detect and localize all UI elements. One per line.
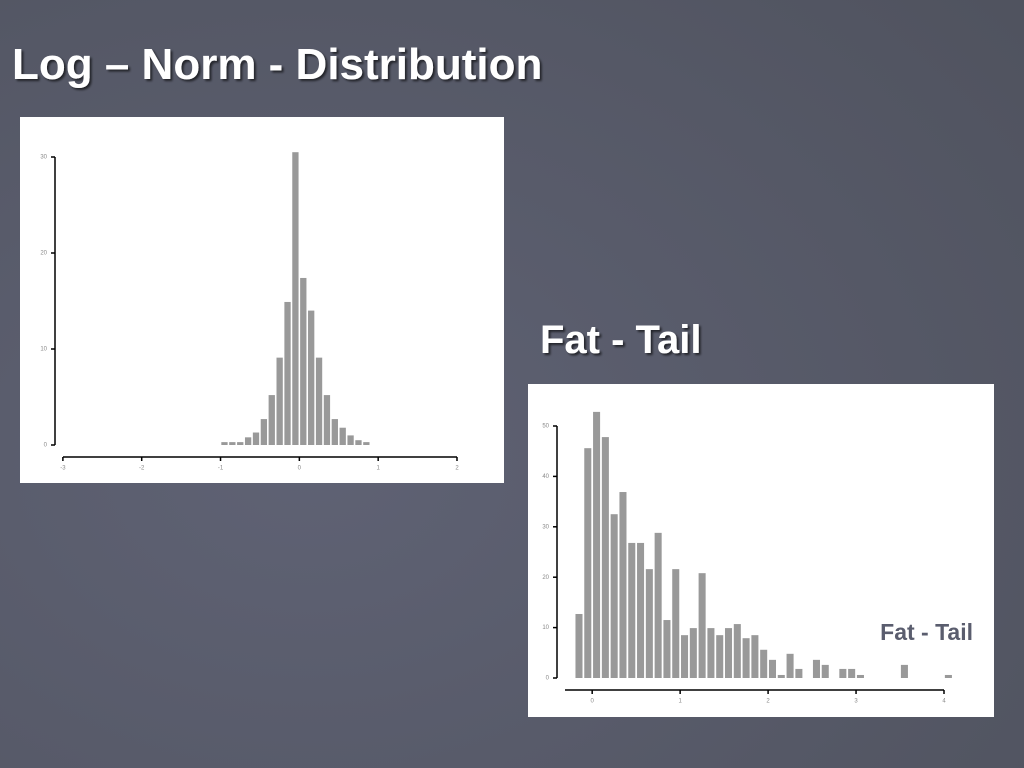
bar [300, 277, 307, 445]
bar [237, 442, 244, 445]
bar [339, 427, 346, 445]
bar [268, 395, 275, 445]
bar [856, 674, 864, 678]
x-tick-label: 0 [298, 466, 302, 472]
x-tick-label: -3 [60, 466, 66, 472]
bar [323, 395, 331, 445]
bar [654, 532, 662, 678]
bar [786, 653, 794, 678]
bar [584, 448, 592, 678]
y-tick-label: 10 [542, 625, 549, 631]
x-tick-label: 1 [678, 699, 682, 705]
y-tick-label: 30 [40, 155, 47, 161]
bar [681, 635, 689, 678]
bar [707, 628, 715, 678]
bar [760, 649, 768, 678]
y-tick-label: 30 [542, 524, 549, 530]
bar [252, 432, 260, 445]
bar [698, 573, 706, 678]
y-tick-label: 50 [542, 424, 549, 430]
bar [944, 674, 952, 678]
bar [672, 569, 680, 678]
x-tick-label: -2 [139, 466, 145, 472]
y-tick-label: 0 [44, 443, 48, 449]
bar [315, 357, 323, 445]
bar [742, 638, 750, 678]
bar [260, 419, 268, 445]
bar [308, 310, 315, 445]
bar [284, 301, 291, 445]
bar [276, 357, 283, 445]
x-tick-label: 3 [854, 699, 858, 705]
x-tick-label: 0 [591, 699, 595, 705]
bar [768, 659, 777, 678]
bar [363, 442, 370, 445]
bar [593, 411, 601, 678]
bar [848, 668, 856, 678]
bar [645, 569, 653, 678]
y-tick-label: 10 [40, 347, 47, 353]
heading: Fat - Tail [540, 318, 701, 362]
bar [689, 628, 697, 678]
bar [821, 664, 829, 678]
bar [663, 620, 671, 678]
bar [795, 668, 803, 678]
bar [244, 437, 252, 445]
bar [619, 492, 627, 678]
bar [628, 542, 636, 678]
x-tick-label: 4 [942, 699, 946, 705]
bar [229, 442, 236, 445]
bar [637, 542, 645, 678]
y-tick-label: 20 [542, 575, 549, 581]
y-tick-label: 40 [542, 474, 549, 480]
bar [610, 514, 618, 678]
bar [575, 613, 583, 678]
bar [812, 659, 820, 678]
bar [221, 442, 228, 445]
bar [733, 624, 741, 678]
x-tick-label: 2 [766, 699, 770, 705]
bar [347, 435, 354, 445]
bar [724, 628, 733, 678]
x-tick-label: 1 [377, 466, 381, 472]
bar [751, 635, 759, 678]
bar [601, 437, 609, 678]
bar [716, 635, 724, 678]
bar [777, 674, 785, 678]
bar [331, 419, 338, 445]
bar [355, 440, 362, 445]
bar [292, 152, 299, 445]
y-tick-label: 20 [40, 251, 47, 257]
y-tick-label: 0 [546, 676, 550, 682]
bar [839, 668, 847, 678]
annotation: Fat - Tail [880, 619, 973, 645]
x-tick-label: 2 [455, 466, 459, 472]
bar [900, 664, 908, 678]
slide-title: Log – Norm - Distribution [12, 40, 542, 89]
x-tick-label: -1 [218, 466, 224, 472]
